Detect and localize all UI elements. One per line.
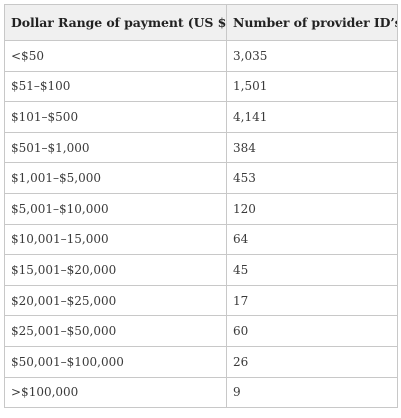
dollar-range-cell: $15,001–$20,000 <box>4 254 227 286</box>
dollar-range-cell: $101–$500 <box>4 101 227 133</box>
dollar-range-cell: $51–$100 <box>4 70 227 103</box>
provider-count-cell: 60 <box>226 315 398 347</box>
table-row: $25,001–$50,000 60 <box>4 315 398 347</box>
dollar-range-cell: >$100,000 <box>4 376 227 409</box>
table-row: $51–$100 1,501 <box>4 70 398 103</box>
table-row: <$50 3,035 <box>4 40 398 72</box>
provider-count-cell: 9 <box>226 376 398 409</box>
payment-range-table: Dollar Range of payment (US $) Number of… <box>4 4 398 409</box>
provider-count-cell: 1,501 <box>226 70 398 103</box>
table-row: $50,001–$100,000 26 <box>4 345 398 378</box>
header-provider-count: Number of provider ID’s <box>226 4 398 41</box>
dollar-range-cell: $5,001–$10,000 <box>4 192 227 225</box>
provider-count-cell: 26 <box>226 345 398 378</box>
table-row: $1,001–$5,000 453 <box>4 162 398 194</box>
table-row: $10,001–15,000 64 <box>4 223 398 256</box>
provider-count-cell: 120 <box>226 192 398 225</box>
dollar-range-cell: $25,001–$50,000 <box>4 315 227 347</box>
table-row: $15,001–$20,000 45 <box>4 254 398 286</box>
header-dollar-range: Dollar Range of payment (US $) <box>4 4 227 41</box>
dollar-range-cell: $501–$1,000 <box>4 131 227 164</box>
provider-count-cell: 384 <box>226 131 398 164</box>
provider-count-cell: 64 <box>226 223 398 256</box>
provider-count-cell: 4,141 <box>226 101 398 133</box>
provider-count-cell: 17 <box>226 284 398 317</box>
provider-count-cell: 3,035 <box>226 40 398 72</box>
payment-range-table-container: Dollar Range of payment (US $) Number of… <box>4 4 398 409</box>
dollar-range-cell: <$50 <box>4 40 227 72</box>
dollar-range-cell: $50,001–$100,000 <box>4 345 227 378</box>
table-row: $20,001–$25,000 17 <box>4 284 398 317</box>
provider-count-cell: 453 <box>226 162 398 194</box>
header-row: Dollar Range of payment (US $) Number of… <box>4 4 398 41</box>
table-row: $5,001–$10,000 120 <box>4 192 398 225</box>
dollar-range-cell: $10,001–15,000 <box>4 223 227 256</box>
table-row: $101–$500 4,141 <box>4 101 398 133</box>
provider-count-cell: 45 <box>226 254 398 286</box>
dollar-range-cell: $20,001–$25,000 <box>4 284 227 317</box>
dollar-range-cell: $1,001–$5,000 <box>4 162 227 194</box>
table-header: Dollar Range of payment (US $) Number of… <box>4 4 398 41</box>
table-row: >$100,000 9 <box>4 376 398 409</box>
table-body: <$50 3,035 $51–$100 1,501 $101–$500 4,14… <box>4 40 398 409</box>
table-row: $501–$1,000 384 <box>4 131 398 164</box>
